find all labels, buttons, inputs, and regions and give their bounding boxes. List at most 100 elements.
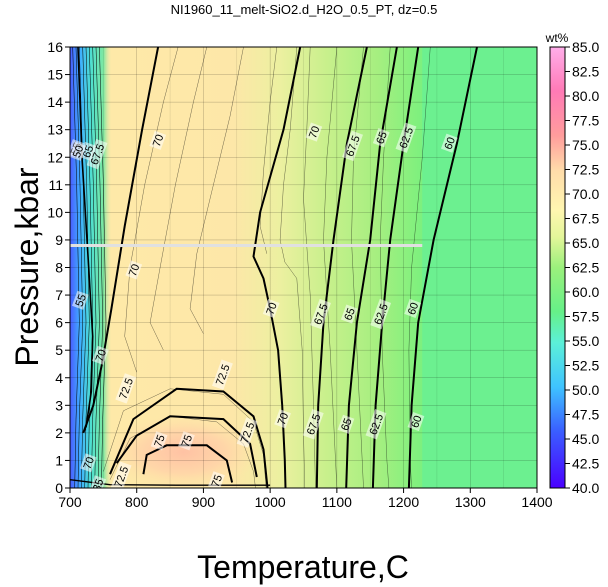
contour-label-text: 70 (151, 133, 166, 149)
thin-contour (259, 47, 277, 254)
y-tick-label: 5 (55, 342, 63, 358)
contour-label: 75 (150, 431, 168, 451)
y-tick-label: 0 (55, 480, 63, 496)
contour-label: 65 (372, 128, 390, 148)
colorbar-tick-label: 45.0 (572, 431, 599, 447)
colorbar-tick-label: 60.0 (572, 284, 599, 300)
contour-label: 60 (440, 133, 458, 153)
colorbar-gradient (549, 46, 566, 489)
contour-label: 60 (404, 298, 421, 319)
contour-label-text: 75 (210, 473, 225, 489)
colorbar-tick-label: 42.5 (572, 456, 599, 472)
contour-label: 70 (79, 453, 97, 473)
contour-label-text: 75 (180, 433, 195, 449)
contour-label: 50 (70, 141, 86, 161)
bold-contour (115, 415, 258, 478)
contour-label-text: 75 (152, 433, 167, 449)
y-tick-label: 3 (55, 397, 63, 413)
contour-label-text: 50 (71, 144, 86, 160)
contour-label-text: 65 (339, 417, 354, 433)
x-tick-label: 800 (125, 494, 149, 510)
colorbar-ticks: 40.0 42.5 45.0 47.5 50.0 52.5 55.0 57.5 60.0 62.5… (565, 39, 599, 496)
contour-label: 65 (337, 414, 355, 434)
colorbar-tick-label: 55.0 (572, 333, 599, 349)
colorbar-tick-label: 70.0 (572, 186, 599, 202)
colorbar-tick-label: 72.5 (572, 162, 599, 178)
colorbar-tick-label: 80.0 (572, 88, 599, 104)
y-tick-label: 11 (48, 177, 63, 193)
thin-contour (124, 47, 179, 373)
contour-label-text: 70 (82, 455, 97, 471)
contour-label: 55 (71, 290, 89, 310)
x-tick-label: 1100 (322, 494, 352, 510)
contour-label-text: 70 (307, 125, 322, 141)
plot-area: 707067.56562.56067.5655550707067.56562.5… (70, 47, 537, 493)
colorbar-tick-label: 77.5 (572, 113, 599, 129)
y-tick-label: 7 (55, 287, 63, 303)
colorbar-tick-label: 40.0 (572, 480, 599, 496)
colorbar-tick-label: 82.5 (572, 64, 599, 80)
thin-contours (72, 47, 431, 488)
y-tick-label: 1 (55, 452, 63, 468)
contour-label: 70 (274, 409, 291, 429)
colorbar-tick-label: 62.5 (572, 260, 599, 276)
y-tick-label: 15 (47, 67, 63, 83)
y-tick-label: 14 (47, 94, 63, 110)
thin-contour (149, 47, 207, 351)
contour-label-text: 70 (276, 411, 291, 427)
y-tick-label: 10 (47, 204, 63, 220)
x-tick-label: 900 (192, 494, 216, 510)
bold-contour (109, 387, 269, 488)
colorbar-tick-label: 50.0 (572, 382, 599, 398)
colorbar-label: wt% (545, 31, 569, 45)
bold-contour (252, 47, 302, 488)
y-tick-label: 16 (47, 39, 63, 55)
contour-label: 65 (340, 304, 358, 324)
bold-contours (70, 47, 478, 488)
colorbar-tick-label: 75.0 (572, 137, 599, 153)
contour-label-text: 35 (91, 477, 106, 493)
contour-label-text: 70 (264, 301, 279, 317)
y-tick-label: 6 (55, 315, 63, 331)
y-tick-label: 8 (55, 260, 63, 276)
y-tick-label: 4 (55, 370, 63, 386)
colorbar-tick-label: 47.5 (572, 407, 599, 423)
bold-contour (82, 47, 160, 434)
contour-labels: 707067.56562.56067.5655550707067.56562.5… (70, 122, 458, 493)
x-axis-ticks: 700 800 900 1000 1100 1200 1300 1400 (58, 488, 553, 510)
x-tick-label: 700 (58, 494, 82, 510)
contour-label-text: 60 (406, 301, 421, 317)
contour-label-text: 70 (94, 348, 109, 364)
contour-label: 70 (305, 122, 323, 142)
y-tick-label: 2 (55, 425, 63, 441)
contour-label: 70 (92, 345, 109, 365)
x-axis-label: Temperature,C (197, 549, 409, 585)
y-tick-label: 12 (47, 149, 63, 165)
region-75-peak (105, 414, 262, 488)
x-tick-label: 1000 (255, 494, 286, 510)
chart-title: NI1960_11_melt-SiO2.d_H2O_0.5_PT, dz=0.5 (171, 2, 438, 17)
contour-label: 70 (262, 298, 280, 319)
colorbar-tick-label: 57.5 (572, 309, 599, 325)
colorbar-tick-label: 67.5 (572, 211, 599, 227)
contour-label: 70 (125, 260, 142, 280)
y-axis-label: Pressure,kbar (9, 167, 45, 367)
contour-label: 70 (149, 130, 166, 150)
thin-contour (109, 416, 256, 488)
grid-lines (70, 47, 537, 488)
bold-contour (70, 479, 271, 486)
x-tick-label: 1300 (455, 494, 486, 510)
contour-label-text: 65 (342, 307, 357, 323)
y-tick-label: 9 (55, 232, 63, 248)
thin-contour (189, 47, 244, 334)
y-tick-label: 13 (47, 122, 63, 138)
contour-label: 75 (208, 471, 225, 489)
colorbar-tick-label: 85.0 (572, 39, 599, 55)
contour-label: 75 (178, 431, 195, 451)
bold-contour (77, 47, 94, 428)
colorbar-tick-label: 65.0 (572, 235, 599, 251)
contour-label-text: 70 (127, 262, 142, 278)
contour-label: 35 (89, 475, 106, 493)
